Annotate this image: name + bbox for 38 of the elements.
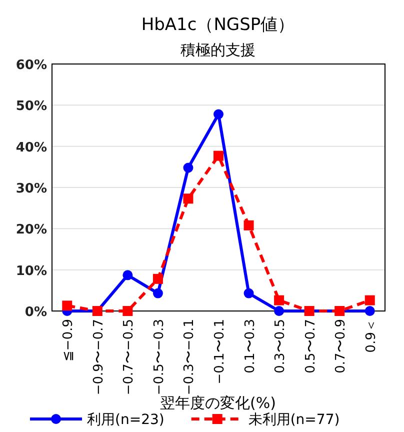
point: [122, 270, 133, 280]
point: [122, 306, 133, 316]
x-tick-label: 0.5〜0.7: [303, 319, 318, 374]
x-axis-title: 翌年度の変化(%): [160, 394, 276, 412]
x-tick-label: −0.5〜−0.3: [152, 319, 167, 396]
x-tick-label: ≦−0.9: [61, 319, 76, 362]
point: [274, 306, 284, 316]
x-tick-label: −0.7〜−0.5: [122, 319, 137, 396]
point: [364, 306, 375, 316]
x-tick-label: 0.1〜0.3: [242, 319, 258, 374]
x-tick-label: 0.3〜0.5: [273, 319, 288, 374]
x-tick-label: 0.9＜: [364, 319, 379, 353]
y-tick-label: 0%: [24, 305, 47, 320]
y-tick-label: 30%: [16, 182, 47, 196]
point: [244, 288, 254, 298]
y-tick-label: 20%: [16, 222, 47, 238]
point: [364, 295, 375, 306]
x-tick-label: −0.3〜−0.1: [182, 319, 198, 396]
point: [183, 162, 194, 173]
x-tick-label: −0.1〜0.1: [212, 319, 228, 384]
chart-subtitle: 積極的支援: [180, 41, 256, 59]
legend-label: 利用(n=23): [87, 412, 164, 428]
y-tick-label: 40%: [16, 140, 47, 156]
point: [183, 194, 194, 204]
chart-title: HbA1c（NGSP値）: [141, 15, 295, 35]
point: [152, 288, 163, 298]
y-tick-label: 60%: [16, 58, 47, 73]
y-tick-label: 50%: [16, 99, 47, 114]
point: [214, 109, 224, 120]
legend-label: 未利用(n=77): [248, 412, 340, 428]
point: [152, 274, 163, 284]
point: [214, 150, 224, 161]
point: [274, 295, 284, 306]
x-tick-label: −0.9〜−0.7: [91, 319, 106, 396]
point: [62, 300, 72, 311]
point: [244, 220, 254, 230]
x-tick-label: 0.7〜0.9: [334, 319, 349, 374]
y-tick-label: 10%: [16, 264, 47, 279]
